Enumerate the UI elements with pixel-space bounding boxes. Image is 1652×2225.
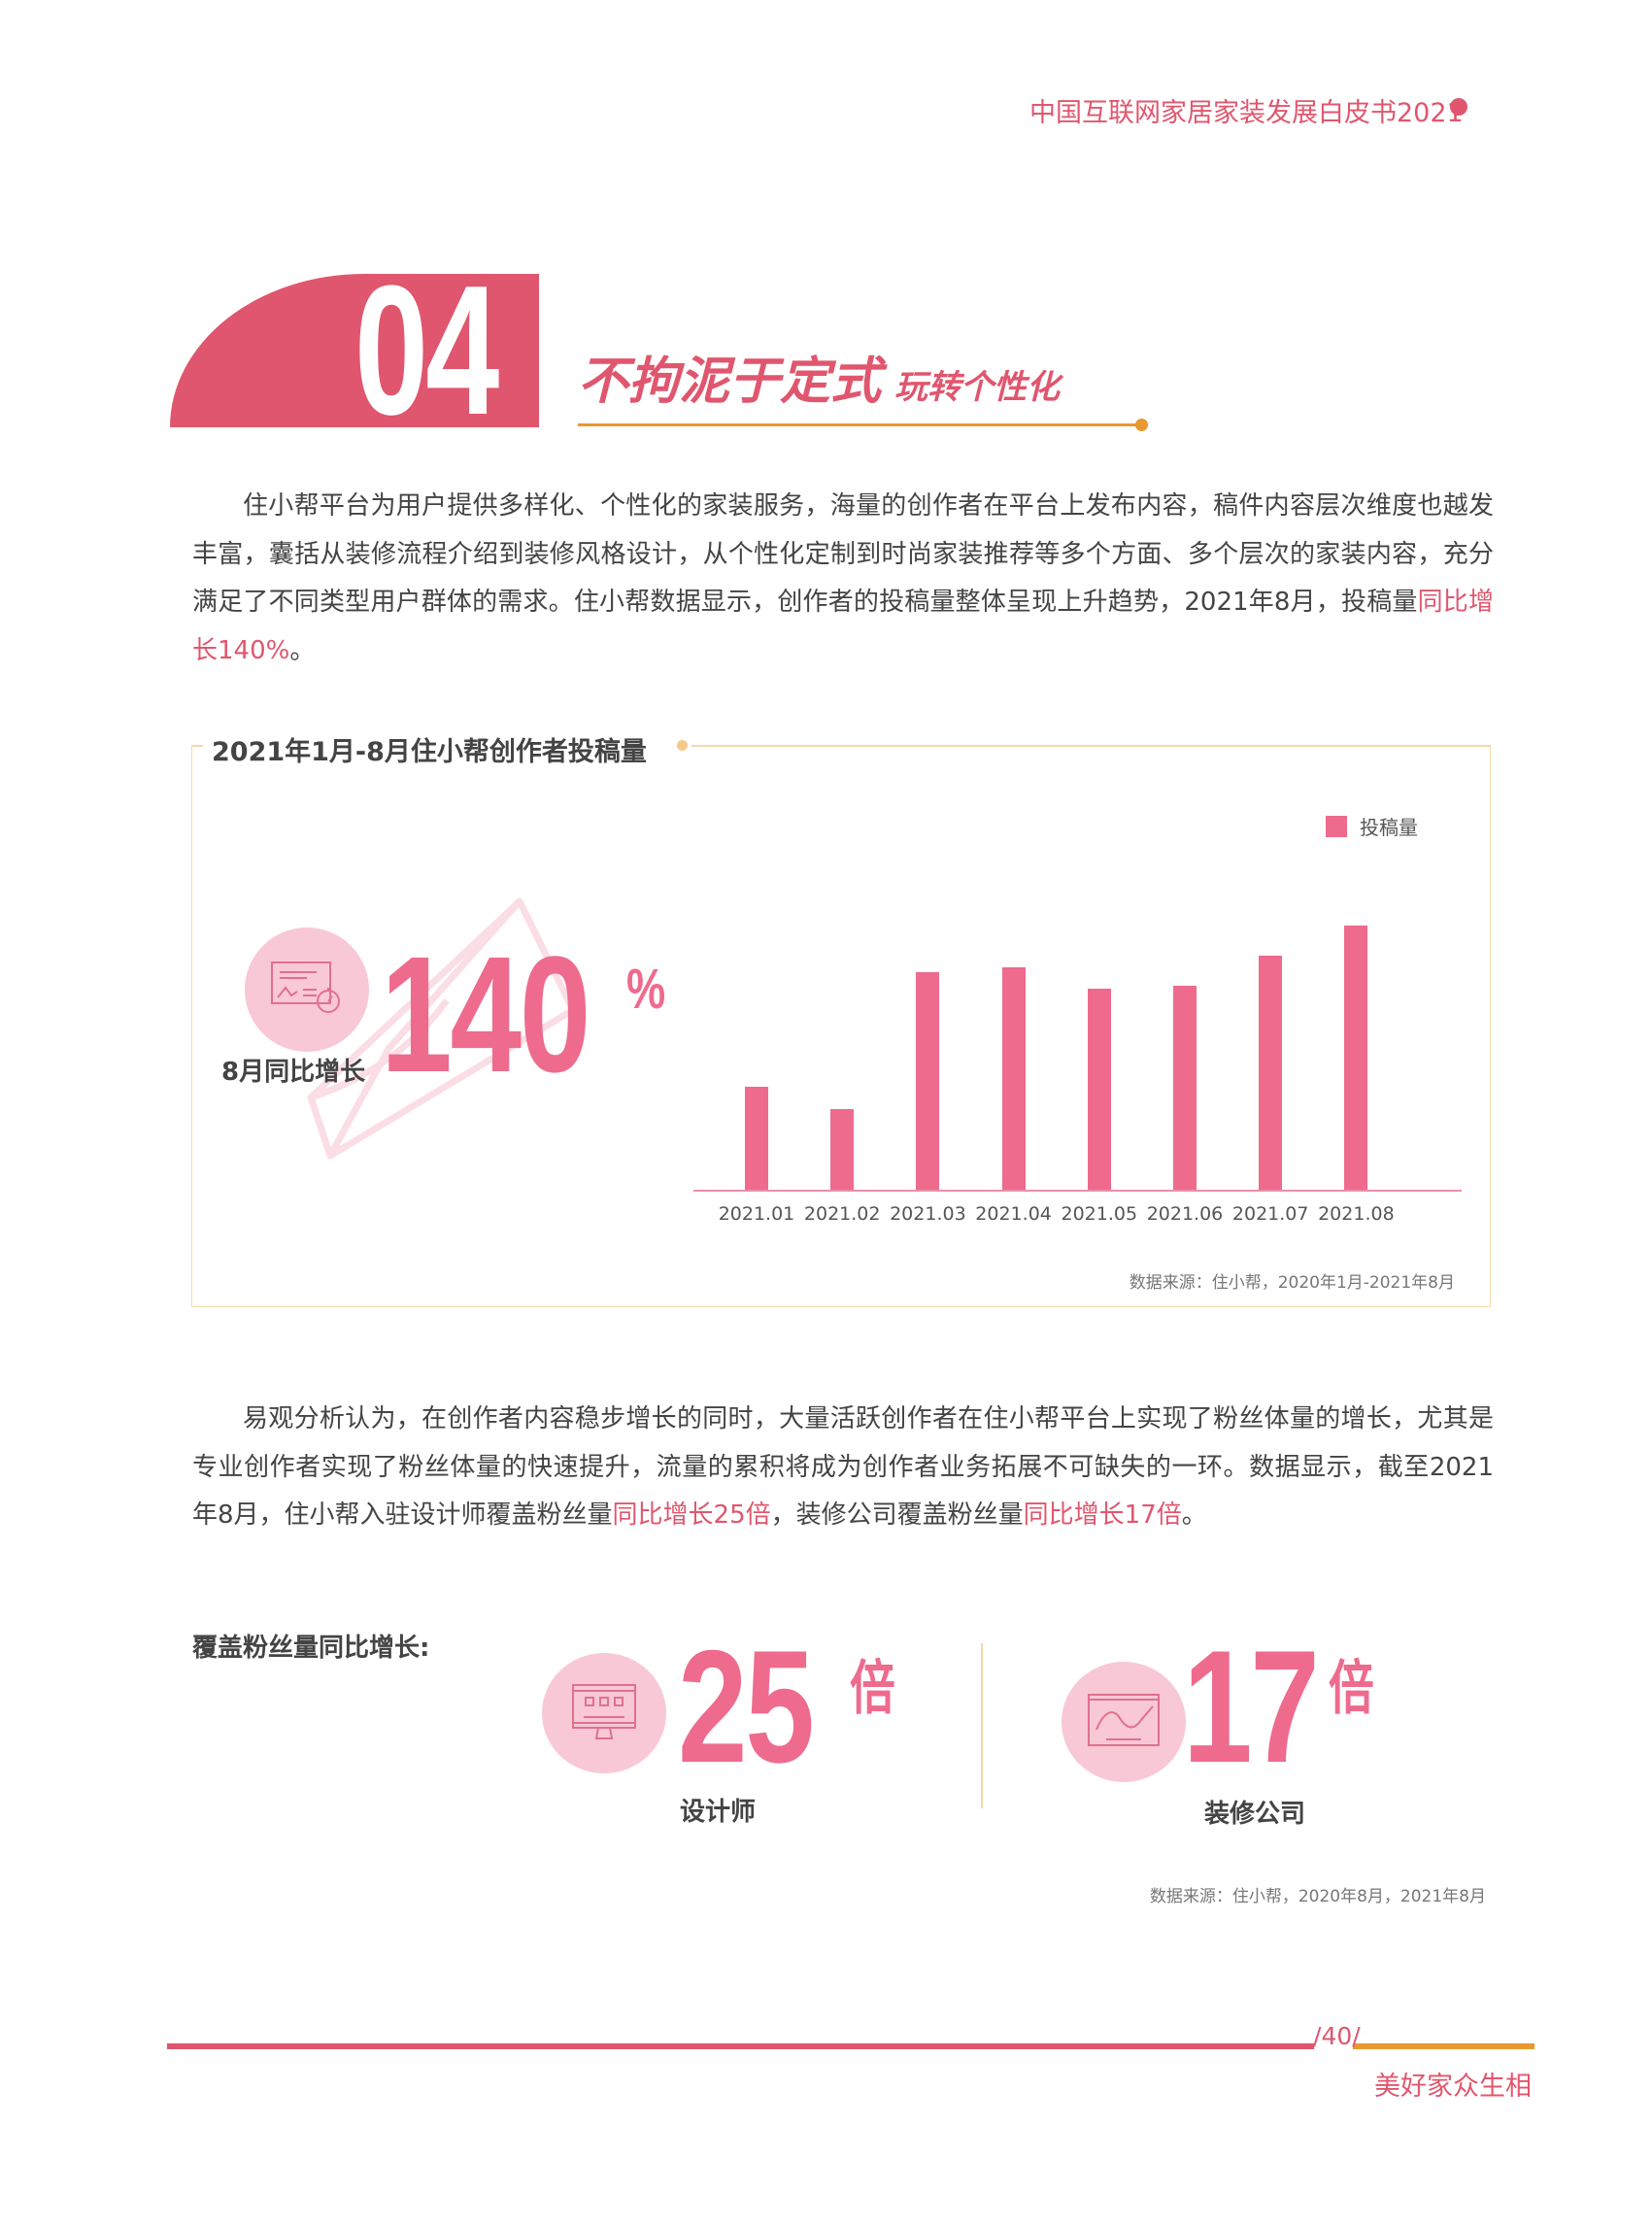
paragraph-1-highlight: 同比增长140% (192, 588, 1494, 665)
chart-frame-top (191, 745, 203, 747)
line-chart-screen-icon (1062, 1662, 1186, 1782)
x-tick-label: 2021.01 (718, 1203, 795, 1225)
report-stopwatch-icon (245, 927, 369, 1052)
header-title: 中国互联网家居家装发展白皮书2021 (1029, 98, 1464, 128)
decorative-paper-plane-icon (307, 897, 577, 1160)
paragraph-2-end: 。 (1181, 1500, 1207, 1530)
designer-label: 设计师 (680, 1798, 757, 1827)
header-dot (1450, 98, 1467, 116)
x-tick-label: 2021.04 (975, 1203, 1052, 1225)
section-title: 不拘泥于定式 玩转个性化 (578, 340, 1060, 413)
bar-2021.07 (1259, 956, 1283, 1190)
company-label: 装修公司 (1204, 1800, 1306, 1829)
chart-frame (191, 745, 1491, 1307)
x-tick-label: 2021.03 (890, 1203, 966, 1225)
paragraph-2-mid: ，装修公司覆盖粉丝量 (770, 1500, 1024, 1530)
x-tick-label: 2021.07 (1231, 1203, 1309, 1225)
designer-value: 25 (678, 1617, 815, 1796)
paragraph-2-highlight-2: 同比增长17倍 (1023, 1500, 1182, 1530)
x-tick-label: 2021.02 (803, 1203, 881, 1225)
x-tick-label: 2021.05 (1061, 1203, 1138, 1225)
callout-label: 8月同比增长 (221, 1058, 366, 1087)
fans-source: 数据来源：住小帮，2020年8月，2021年8月 (1149, 1887, 1486, 1906)
section-number: 04 (354, 248, 499, 454)
footer-line-red (167, 2043, 1314, 2049)
title-underline (578, 423, 1141, 426)
bar-2021.04 (1001, 967, 1026, 1190)
legend-swatch (1326, 816, 1347, 837)
page-number: /40/ (1313, 2022, 1361, 2050)
x-tick-label: 2021.06 (1146, 1203, 1224, 1225)
title-underline-dot (1135, 419, 1148, 431)
paragraph-2: 易观分析认为，在创作者内容稳步增长的同时，大量活跃创作者在住小帮平台上实现了粉丝… (192, 1396, 1494, 1540)
chart-title: 2021年1月-8月住小帮创作者投稿量 (212, 737, 647, 767)
callout-value: 140 (381, 923, 591, 1107)
paragraph-1: 住小帮平台为用户提供多样化、个性化的家装服务，海量的创作者在平台上发布内容，稿件… (192, 483, 1494, 675)
company-value: 17 (1183, 1617, 1320, 1796)
bar-2021.01 (745, 1087, 768, 1190)
designer-unit: 倍 (850, 1656, 895, 1721)
page-slash: / (1313, 2022, 1322, 2050)
footer-tagline: 美好家众生相 (1374, 2072, 1532, 2102)
desktop-monitor-icon (542, 1653, 666, 1773)
chart-source: 数据来源：住小帮，2020年1月-2021年8月 (1129, 1273, 1455, 1293)
bar-2021.02 (830, 1109, 855, 1190)
section-subtitle: 玩转个性化 (894, 368, 1061, 407)
paragraph-2-highlight-1: 同比增长25倍 (612, 1500, 771, 1530)
footer-line-orange (1353, 2043, 1534, 2049)
callout-unit: % (626, 958, 665, 1021)
page-number-text: 40 (1321, 2022, 1353, 2050)
fans-heading: 覆盖粉丝量同比增长: (192, 1634, 430, 1663)
x-tick-label: 2021.08 (1318, 1203, 1395, 1225)
chart-title-dot (677, 740, 688, 751)
paragraph-1-text: 住小帮平台为用户提供多样化、个性化的家装服务，海量的创作者在平台上发布内容，稿件… (192, 491, 1494, 617)
x-axis (693, 1190, 1462, 1192)
paragraph-2-text: 易观分析认为，在创作者内容稳步增长的同时，大量活跃创作者在住小帮平台上实现了粉丝… (192, 1404, 1494, 1530)
paragraph-1-end: 。 (289, 635, 316, 665)
bar-2021.03 (916, 972, 940, 1190)
chart-frame-top (691, 745, 1491, 747)
page-slash: / (1352, 2022, 1361, 2050)
section-title-main: 不拘泥于定式 (578, 353, 882, 411)
legend-label: 投稿量 (1360, 816, 1418, 839)
company-unit: 倍 (1329, 1656, 1374, 1721)
bar-2021.05 (1087, 988, 1111, 1190)
bar-2021.06 (1173, 985, 1197, 1190)
stats-divider (981, 1643, 983, 1808)
bar-2021.08 (1344, 926, 1368, 1190)
